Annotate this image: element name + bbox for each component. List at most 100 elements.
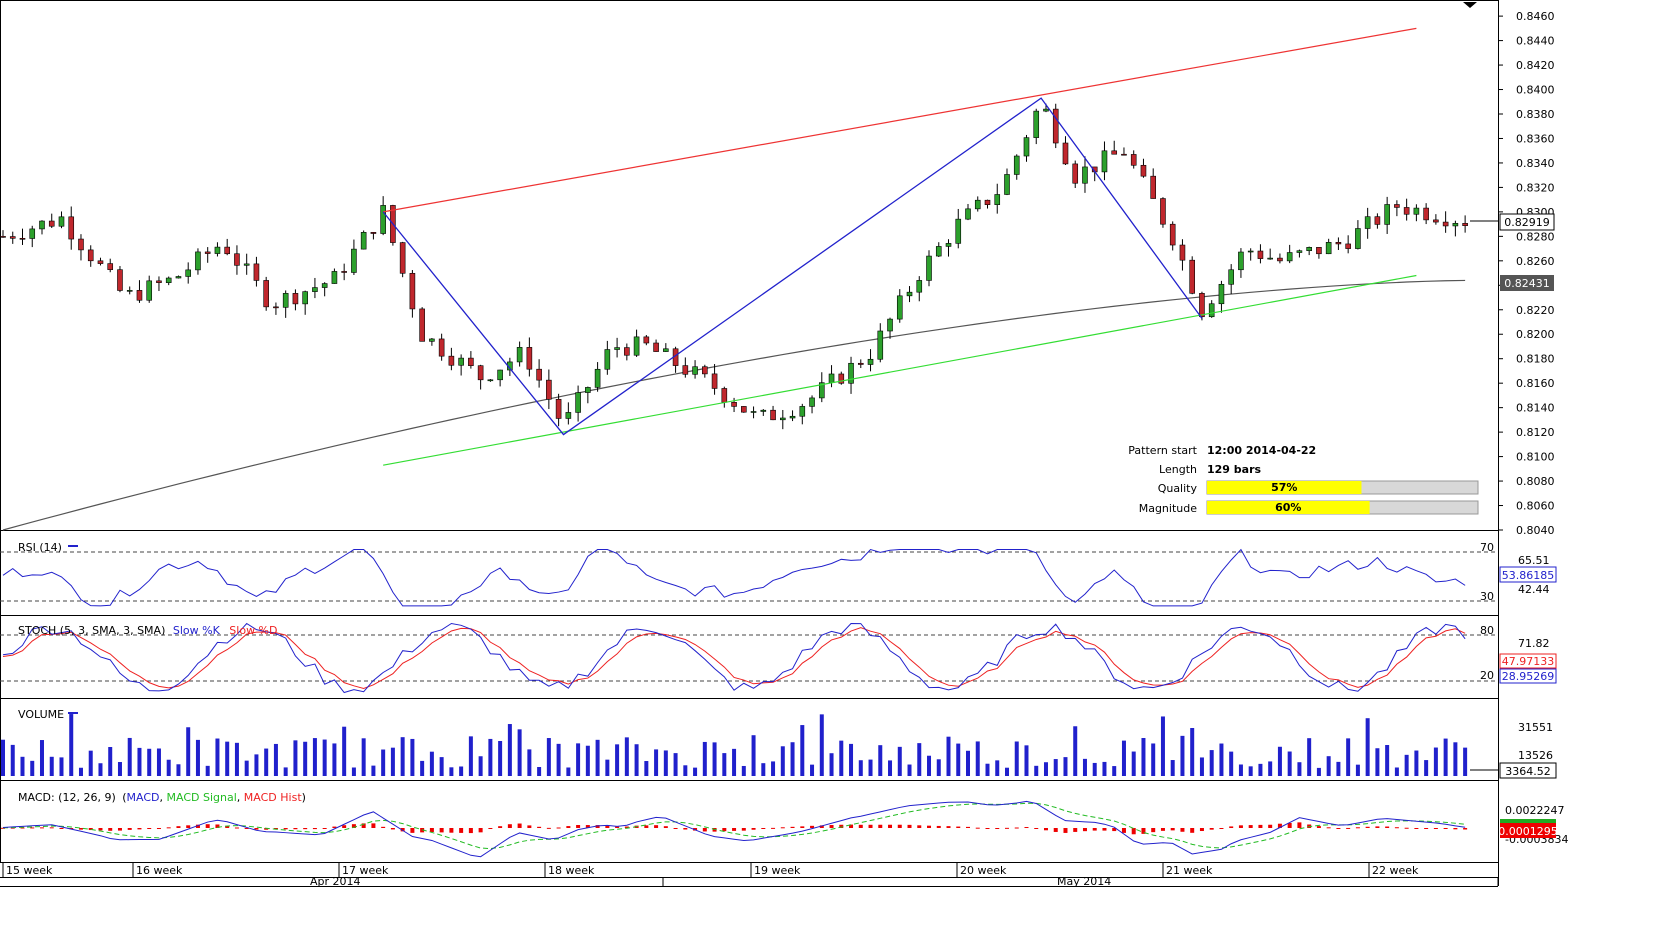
macd-hist-bar	[69, 828, 74, 830]
volume-bar	[303, 741, 308, 776]
volume-bar	[10, 744, 15, 776]
candle-body	[1043, 108, 1049, 112]
pattern-length-value: 129 bars	[1207, 463, 1262, 476]
month-label: May 2014	[1057, 875, 1111, 888]
macd-hist-bar	[1063, 828, 1068, 833]
candle-body	[848, 362, 854, 384]
macd-hist-bar	[225, 825, 230, 828]
volume-bar	[849, 743, 854, 776]
macd-hist-bar	[1238, 825, 1243, 828]
candle-body	[877, 330, 884, 360]
candle-body	[341, 271, 347, 273]
volume-bar	[1355, 764, 1360, 776]
volume-bar	[1121, 740, 1126, 776]
macd-hist-bar	[429, 828, 434, 833]
quality-value: 57%	[1271, 481, 1297, 494]
volume-bar	[956, 743, 961, 776]
macd-hist-bar	[800, 826, 805, 828]
stoch-slow-k-line	[2, 622, 1466, 694]
candle-body	[321, 283, 328, 288]
stoch-k-name: Slow %K	[173, 624, 221, 637]
macd-hist-bar	[59, 828, 64, 829]
pattern-start-value: 12:00 2014-04-22	[1207, 444, 1316, 457]
volume-bar	[20, 756, 25, 776]
macd-hist-bar	[1170, 828, 1175, 831]
volume-bar	[897, 746, 902, 776]
volume-bar	[59, 757, 64, 776]
menu-arrow-icon[interactable]	[1463, 2, 1477, 8]
macd-hist-bar	[1199, 828, 1204, 832]
volume-bar	[1297, 762, 1302, 776]
volume-bar	[1102, 761, 1107, 776]
volume-bar	[1365, 718, 1370, 776]
rsi-level-30-label: 30	[1480, 590, 1494, 603]
macd-hist-bar	[956, 826, 961, 828]
candle-body	[536, 368, 542, 381]
price-tick-label: 0.8180	[1516, 353, 1555, 366]
macd-hist-bar	[1346, 827, 1351, 829]
candle-body	[1355, 228, 1361, 249]
candle-body	[692, 366, 698, 375]
magnitude-value: 60%	[1275, 501, 1301, 514]
macd-hist-bar	[732, 828, 737, 831]
candle-body	[156, 280, 162, 283]
volume-bar	[166, 759, 171, 776]
stoch-d-value: 47.97133	[1502, 655, 1555, 668]
macd-hist-bar	[537, 826, 542, 828]
macd-hist-bar	[449, 828, 454, 833]
macd-hist-bar	[1131, 828, 1136, 835]
candle-body	[1179, 244, 1186, 261]
macd-hist-bar	[264, 828, 269, 830]
macd-hist-bar	[1355, 827, 1360, 829]
week-label: 15 week	[6, 864, 53, 877]
volume-bar	[1277, 746, 1282, 776]
macd-hist-bar	[975, 827, 980, 829]
volume-bar	[1063, 757, 1068, 776]
macd-hist-bar	[936, 825, 941, 828]
macd-hist-bar	[1121, 828, 1126, 833]
volume-bar	[332, 743, 337, 776]
volume-bar	[1453, 742, 1458, 776]
candle-body	[994, 194, 1001, 205]
candle-body	[39, 220, 45, 230]
macd-hist-bar	[917, 825, 922, 828]
candle-body	[438, 338, 445, 357]
candle-body	[760, 409, 767, 412]
candle-body	[19, 238, 26, 240]
volume-bar	[771, 761, 776, 776]
rsi-tick-high: 65.51	[1518, 554, 1550, 567]
volume-bar	[371, 765, 376, 776]
candle-body	[643, 336, 650, 344]
macd-hist-bar	[585, 825, 590, 828]
candle-body	[1160, 198, 1166, 225]
candle-body	[916, 280, 923, 293]
ma-value: 0.82431	[1504, 277, 1550, 290]
macd-hist-bar	[1209, 828, 1214, 830]
macd-title: MACD: (12, 26, 9)	[18, 791, 116, 804]
volume-current-tag	[1499, 762, 1557, 779]
candle-body	[1140, 164, 1147, 177]
volume-bar	[556, 743, 561, 776]
candle-body	[1364, 216, 1371, 229]
macd-hist-bar	[488, 828, 493, 829]
volume-bar	[186, 727, 191, 776]
volume-bar	[147, 748, 152, 776]
volume-bar	[732, 748, 737, 776]
candle-body	[955, 218, 962, 244]
macd-hist-bar	[176, 826, 181, 828]
support-line	[383, 274, 1417, 466]
macd-paren-open: (	[122, 791, 126, 804]
macd-hist-bar	[30, 827, 35, 829]
candle-body	[1257, 250, 1264, 259]
price-tick-label: 0.8120	[1516, 426, 1555, 439]
volume-bar	[1043, 762, 1048, 776]
volume-bar	[234, 742, 239, 776]
macd-legend: MACD: (12, 26, 9) (MACD, MACD Signal, MA…	[18, 791, 306, 804]
macd-hist-bar	[966, 826, 971, 828]
macd-hist-bar	[1141, 828, 1146, 834]
candle-body	[799, 406, 806, 417]
macd-hist-bar	[673, 828, 678, 829]
macd-tick-high: 0.0022247	[1505, 804, 1565, 817]
candle-body	[633, 336, 640, 356]
macd-hist-bar	[254, 828, 259, 830]
